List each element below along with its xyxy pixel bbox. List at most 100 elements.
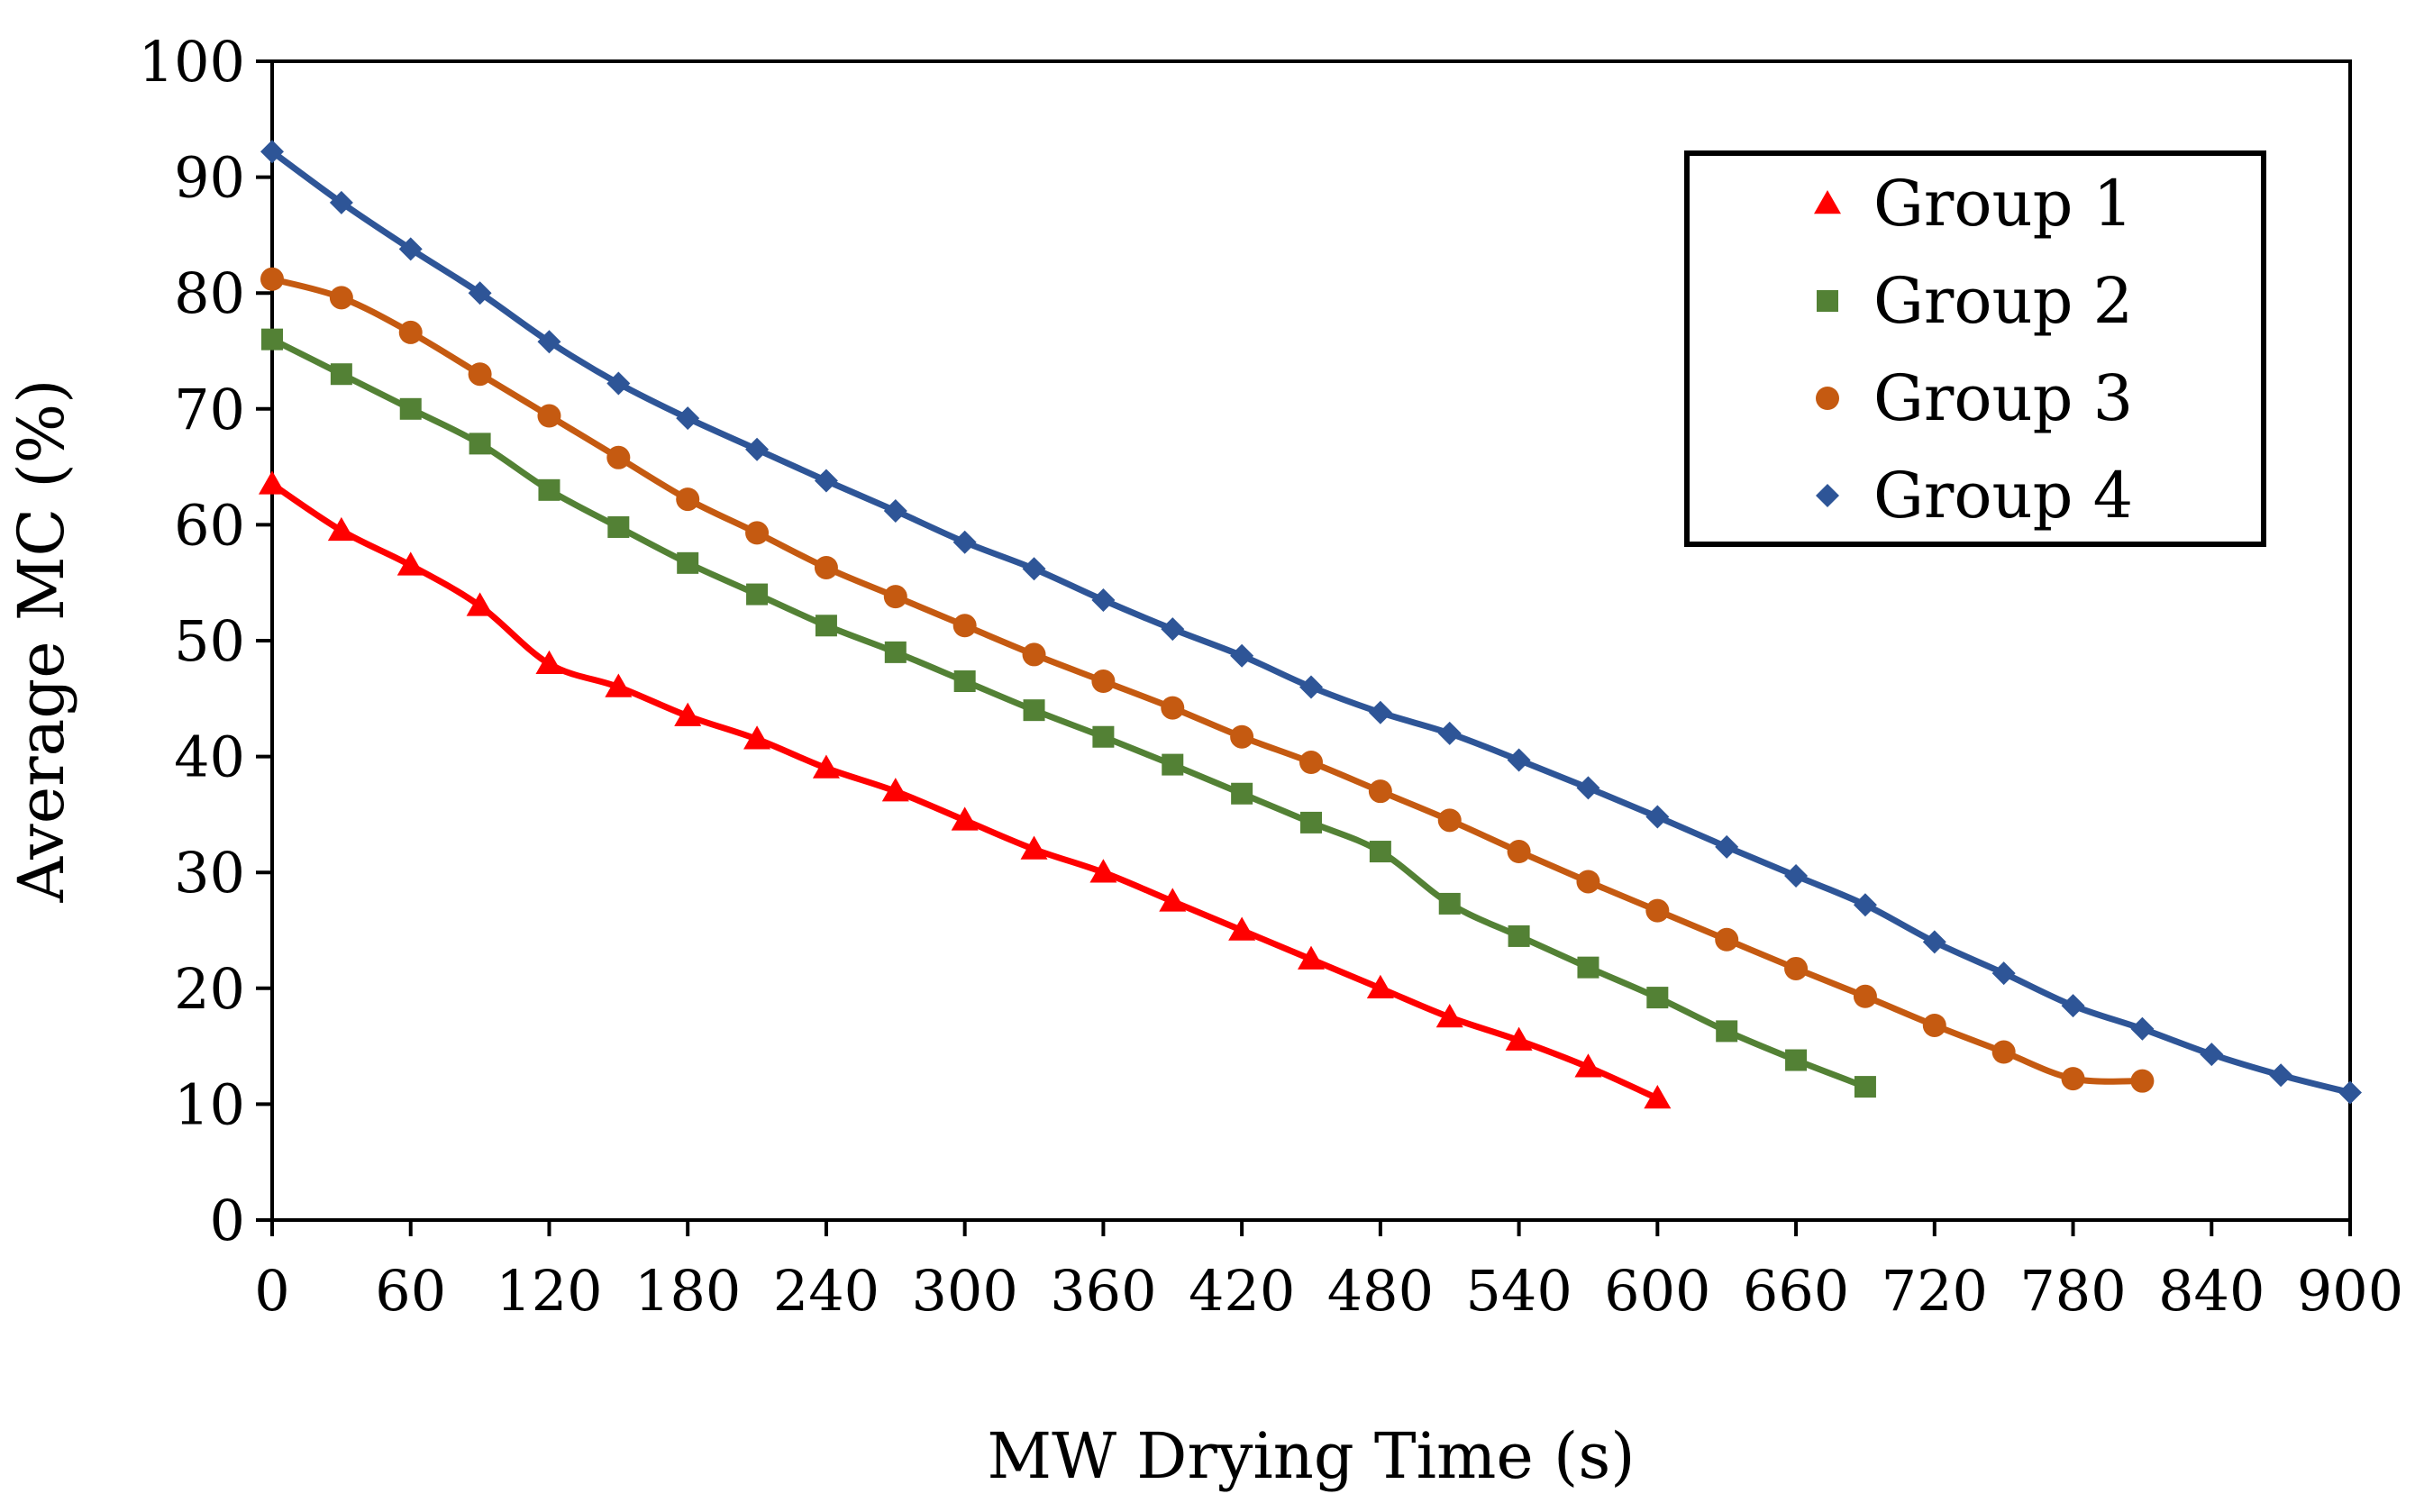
x-tick-label: 300: [911, 1258, 1017, 1324]
axes: 0 10 20 30 40 50 60 70 80 90 100 0 60 120 180 240 300 360…: [139, 29, 2404, 1324]
y-tick-label: 0: [210, 1188, 245, 1253]
legend-item: Group 3: [1816, 361, 2133, 435]
data-point: [2061, 1067, 2085, 1091]
legend-marker: [1816, 484, 1839, 507]
data-point: [1092, 725, 1115, 748]
data-point: [1645, 898, 1670, 923]
data-point: [605, 673, 633, 697]
legend-label: Group 3: [1873, 361, 2133, 435]
data-point: [1368, 700, 1392, 724]
x-tick-label: 360: [1050, 1258, 1156, 1324]
data-point: [468, 281, 492, 305]
data-point: [2130, 1069, 2155, 1093]
x-tick-label: 0: [254, 1258, 289, 1324]
data-point: [2269, 1063, 2293, 1088]
data-point: [951, 806, 979, 831]
data-point: [1230, 724, 1254, 749]
data-point: [537, 404, 561, 428]
x-tick-label: 480: [1327, 1258, 1434, 1324]
data-point: [606, 371, 631, 396]
y-tick-label: 100: [139, 29, 245, 95]
legend: Group 1 Group 2 Group 3 Group 4: [1684, 150, 2266, 547]
data-point: [1922, 930, 1946, 954]
x-tick-label: 540: [1465, 1258, 1572, 1324]
data-point: [399, 397, 422, 420]
data-point: [1091, 669, 1116, 694]
data-point: [2338, 1080, 2362, 1105]
series-group-1: [259, 470, 1672, 1109]
data-point: [1091, 587, 1116, 612]
data-point: [746, 583, 769, 606]
data-point: [468, 362, 492, 387]
data-point: [1437, 808, 1462, 833]
legend-label: Group 4: [1873, 459, 2133, 533]
y-tick-label: 50: [174, 608, 245, 674]
data-point: [535, 650, 563, 674]
data-point: [1991, 961, 2016, 986]
data-point: [1299, 675, 1323, 699]
legend-label: Group 1: [1873, 167, 2133, 241]
data-point: [1715, 927, 1739, 952]
data-point: [607, 515, 630, 538]
data-point: [1645, 805, 1670, 829]
data-point: [1159, 888, 1187, 912]
legend-marker: [1816, 387, 1839, 410]
data-point: [1230, 643, 1254, 668]
data-point: [1922, 1013, 1946, 1037]
data-point: [1853, 893, 1877, 917]
data-point: [1366, 974, 1394, 999]
data-point: [676, 406, 700, 431]
data-point: [1161, 617, 1185, 642]
data-point: [953, 670, 976, 693]
x-tick-label: 600: [1604, 1258, 1710, 1324]
data-point: [1991, 1040, 2016, 1064]
data-point: [812, 754, 840, 779]
series-group-4: [260, 140, 2362, 1105]
data-point: [1435, 1003, 1463, 1028]
data-point: [883, 585, 907, 609]
data-point: [538, 478, 560, 501]
data-point: [1023, 699, 1045, 722]
data-point: [330, 363, 352, 386]
data-point: [1228, 916, 1256, 941]
data-point: [1784, 864, 1809, 888]
data-point: [260, 140, 284, 164]
data-point: [1438, 892, 1461, 915]
data-point: [1784, 956, 1809, 980]
data-point: [398, 237, 423, 261]
data-point: [1785, 1049, 1808, 1071]
data-point: [398, 320, 423, 344]
data-point: [1162, 753, 1184, 776]
legend-item: Group 1: [1814, 167, 2133, 241]
data-point: [1716, 1020, 1738, 1043]
data-point: [1231, 782, 1253, 805]
y-tick-label: 30: [174, 840, 245, 906]
x-tick-label: 420: [1189, 1258, 1295, 1324]
legend-label: Group 2: [1873, 264, 2133, 338]
x-tick-label: 120: [496, 1258, 602, 1324]
y-axis-title: Average MC (%): [5, 379, 78, 904]
x-tick-label: 660: [1743, 1258, 1849, 1324]
x-tick-label: 60: [375, 1258, 446, 1324]
data-point: [1577, 956, 1599, 979]
x-tick-label: 180: [634, 1258, 741, 1324]
data-point: [1854, 1076, 1876, 1098]
data-point: [261, 328, 283, 351]
data-point: [1507, 840, 1531, 864]
y-tick-label: 10: [174, 1071, 245, 1137]
data-point: [1300, 811, 1322, 833]
data-point: [814, 555, 838, 579]
data-point: [466, 592, 494, 616]
y-tick-label: 90: [174, 145, 245, 211]
data-point: [606, 445, 631, 469]
data-point: [815, 615, 837, 637]
series-group-3: [260, 267, 2155, 1093]
data-point: [396, 551, 424, 576]
data-point: [677, 551, 699, 574]
data-point: [674, 702, 702, 726]
y-tick-label: 70: [174, 377, 245, 442]
data-point: [329, 286, 353, 310]
data-point: [952, 530, 977, 554]
data-point: [1508, 925, 1530, 947]
